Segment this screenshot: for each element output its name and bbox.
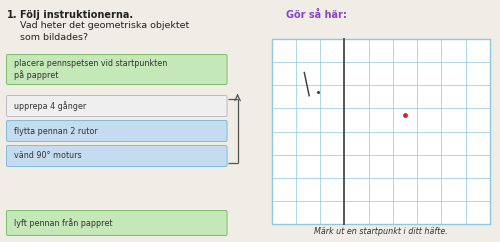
Text: Vad heter det geometriska objektet
som bildades?: Vad heter det geometriska objektet som b… xyxy=(20,21,189,42)
FancyBboxPatch shape xyxy=(6,121,227,142)
Text: Gör så här:: Gör så här: xyxy=(286,10,346,20)
FancyBboxPatch shape xyxy=(6,145,227,166)
Text: lyft pennan från pappret: lyft pennan från pappret xyxy=(14,218,112,228)
Text: Märk ut en startpunkt i ditt häfte.: Märk ut en startpunkt i ditt häfte. xyxy=(314,227,448,236)
FancyBboxPatch shape xyxy=(6,96,227,116)
Text: vänd 90° moturs: vänd 90° moturs xyxy=(14,151,82,160)
Text: 1.: 1. xyxy=(7,10,18,20)
Text: placera pennspetsen vid startpunkten
på pappret: placera pennspetsen vid startpunkten på … xyxy=(14,59,167,80)
Text: flytta pennan 2 rutor: flytta pennan 2 rutor xyxy=(14,127,98,136)
Text: Följ instruktionerna.: Följ instruktionerna. xyxy=(20,10,133,20)
FancyBboxPatch shape xyxy=(272,39,490,224)
Text: upprepa 4 gånger: upprepa 4 gånger xyxy=(14,101,86,111)
FancyBboxPatch shape xyxy=(6,54,227,84)
FancyBboxPatch shape xyxy=(6,211,227,235)
